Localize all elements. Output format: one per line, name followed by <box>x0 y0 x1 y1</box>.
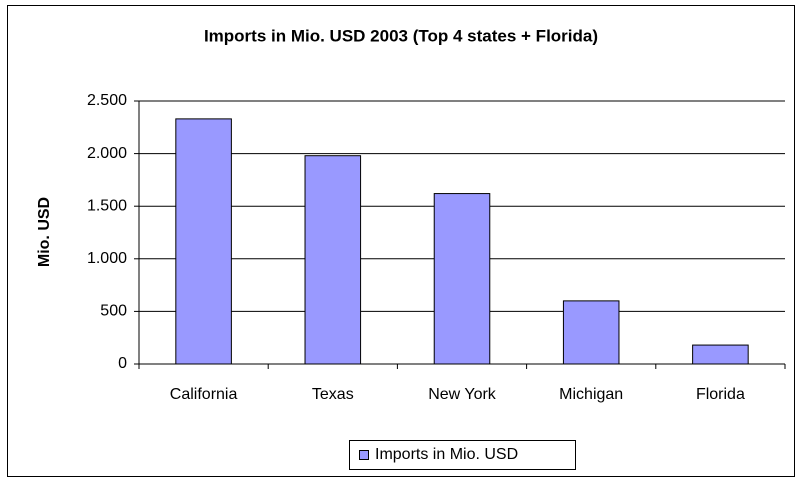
y-tick-label: 2.000 <box>87 145 127 162</box>
legend-label: Imports in Mio. USD <box>375 446 518 463</box>
x-tick-label: Texas <box>312 386 354 403</box>
bar <box>304 155 362 365</box>
bar <box>433 193 491 365</box>
y-tick-label: 500 <box>100 303 127 320</box>
y-axis-label: Mio. USD <box>36 197 53 267</box>
x-tick-label: Michigan <box>559 386 623 403</box>
bar <box>175 118 232 365</box>
x-tick-label: Florida <box>696 386 745 403</box>
y-tick-label: 1.500 <box>87 197 127 214</box>
bar <box>692 344 749 365</box>
chart-border <box>7 5 795 477</box>
chart-title: Imports in Mio. USD 2003 (Top 4 states +… <box>204 26 598 45</box>
y-tick-label: 0 <box>118 355 127 372</box>
y-tick-label: 2.500 <box>87 92 127 109</box>
y-tick-label: 1.000 <box>87 250 127 267</box>
legend-box <box>349 440 576 470</box>
x-tick-label: California <box>170 386 238 403</box>
bar <box>562 300 620 365</box>
x-tick-label: New York <box>428 386 497 403</box>
legend-swatch <box>359 450 369 460</box>
